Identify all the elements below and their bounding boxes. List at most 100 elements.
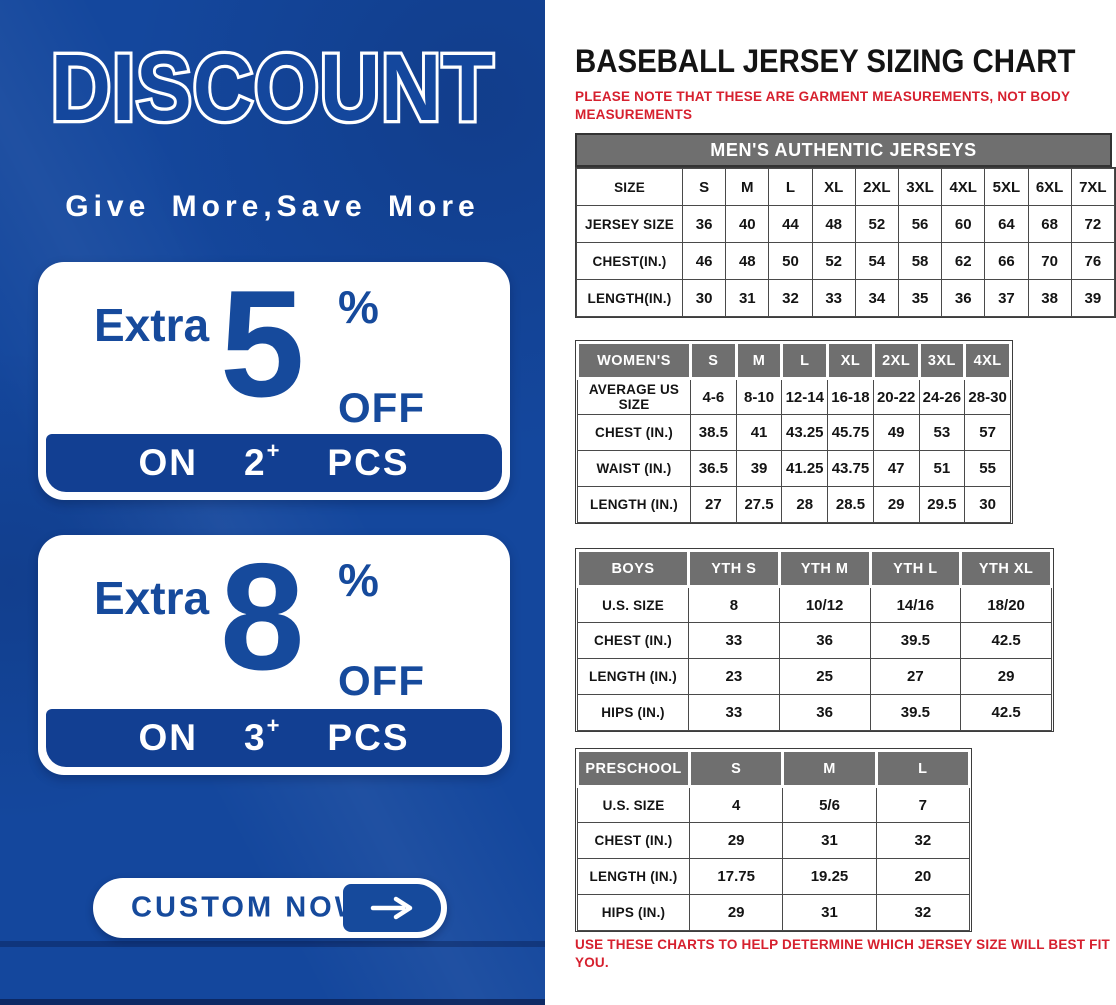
cell-value: 32 — [768, 279, 813, 317]
cell-value: 44 — [768, 205, 813, 243]
table-row: LENGTH (IN.) 27 27.5 28 28.5 29 29.5 30 — [577, 486, 1011, 523]
garment-measurements-note: PLEASE NOTE THAT THESE ARE GARMENT MEASU… — [575, 89, 1070, 123]
cell-value: 68 — [1027, 205, 1072, 243]
womens-table: WOMEN'S S M L XL 2XL 3XL 4XL AVERAGE US SIZE 4-6 8… — [576, 341, 1012, 523]
table-title-cell: WOMEN'S — [576, 341, 692, 380]
size-column-header: S — [689, 341, 738, 380]
row-label: CHEST (IN.) — [577, 414, 691, 451]
cell-value: 46 — [681, 242, 727, 280]
cell-value: 28 — [781, 486, 829, 523]
table-row: U.S. SIZE 4 5/6 7 — [577, 786, 971, 823]
table-title-cell: BOYS — [576, 549, 690, 588]
cell-value: 31 — [782, 822, 877, 859]
preschool-sizing-table: PRESCHOOL S M L U.S. SIZE 4 5/6 7 CHEST (IN.) 29 3… — [575, 748, 972, 932]
size-column-header: L — [874, 749, 972, 788]
cell-value: 27.5 — [735, 486, 783, 523]
size-column-header: YTH XL — [959, 549, 1053, 588]
cell-value: 66 — [984, 242, 1029, 280]
row-label: CHEST (IN.) — [577, 622, 689, 659]
table-header-row: WOMEN'S S M L XL 2XL 3XL 4XL — [576, 341, 1012, 380]
cell-value: 5/6 — [782, 786, 877, 823]
best-fit-note: USE THESE CHARTS TO HELP DETERMINE WHICH… — [575, 937, 1111, 971]
cell-value: 52 — [854, 205, 899, 243]
table-row: WAIST (IN.) 36.5 39 41.25 43.75 47 51 55 — [577, 450, 1011, 487]
offer-prefix: Extra — [94, 299, 210, 351]
cell-value: 3XL — [897, 168, 943, 206]
pcs-label: PCS — [327, 442, 410, 483]
table-row: CHEST (IN.) 29 31 32 — [577, 822, 971, 859]
cell-value: 48 — [811, 205, 856, 243]
percent-sign: % — [338, 281, 379, 333]
offer-amount: 8 — [220, 532, 305, 702]
row-label: HIPS (IN.) — [577, 894, 690, 931]
mens-table-banner: MEN'S AUTHENTIC JERSEYS — [575, 133, 1112, 167]
offer-percent-off: % OFF — [338, 280, 425, 432]
cell-value: 30 — [964, 486, 1011, 523]
row-label: U.S. SIZE — [577, 786, 690, 823]
cell-value: 37 — [984, 279, 1029, 317]
cell-value: 33 — [688, 622, 780, 659]
cell-value: 42.5 — [960, 622, 1052, 659]
row-label: CHEST(IN.) — [576, 242, 683, 280]
row-label: LENGTH(IN.) — [576, 279, 683, 317]
cell-value: 36 — [778, 622, 871, 659]
table-row: U.S. SIZE 8 10/12 14/16 18/20 — [577, 586, 1052, 623]
cell-value: S — [681, 168, 727, 206]
offer-condition-bar: ON 2+ PCS — [46, 434, 502, 492]
size-column-header: YTH S — [687, 549, 781, 588]
cell-value: 19.25 — [782, 858, 877, 895]
mens-sizing-table: SIZE S M L XL 2XL 3XL 4XL 5XL 6XL 7XL JERSEY SIZE 36… — [575, 167, 1116, 318]
quantity-label: 2+ — [243, 438, 282, 483]
cell-value: 36.5 — [690, 450, 737, 487]
plus-sign: + — [266, 713, 282, 738]
page-title: BASEBALL JERSEY SIZING CHART — [575, 44, 1076, 80]
cell-value: 43.25 — [781, 414, 829, 451]
cell-value: L — [768, 168, 813, 206]
cell-value: 39.5 — [869, 694, 962, 731]
cell-value: 7 — [875, 786, 971, 823]
cell-value: 29 — [872, 486, 920, 523]
custom-now-button[interactable]: CUSTOM NOW — [93, 878, 447, 938]
cell-value: 42.5 — [960, 694, 1052, 731]
cell-value: 27 — [690, 486, 737, 523]
table-header-row: BOYS YTH S YTH M YTH L YTH XL — [576, 549, 1053, 588]
cell-value: XL — [811, 168, 856, 206]
cell-value: 8-10 — [735, 378, 783, 415]
cell-value: 29 — [960, 658, 1052, 695]
custom-now-label: CUSTOM NOW — [131, 891, 366, 924]
cell-value: 62 — [941, 242, 986, 280]
womens-sizing-table: WOMEN'S S M L XL 2XL 3XL 4XL AVERAGE US SIZE 4-6 8… — [575, 340, 1013, 524]
cell-value: 20-22 — [872, 378, 920, 415]
cell-value: M — [725, 168, 770, 206]
row-label: SIZE — [576, 168, 683, 206]
cell-value: 29 — [688, 894, 784, 931]
table-row: HIPS (IN.) 33 36 39.5 42.5 — [577, 694, 1052, 731]
row-label: WAIST (IN.) — [577, 450, 691, 487]
table-row: HIPS (IN.) 29 31 32 — [577, 894, 971, 931]
table-row: CHEST (IN.) 38.5 41 43.25 45.75 49 53 57 — [577, 414, 1011, 451]
cell-value: 52 — [811, 242, 856, 280]
boys-sizing-table: BOYS YTH S YTH M YTH L YTH XL U.S. SIZE 8 10/12… — [575, 548, 1054, 732]
cell-value: 4XL — [941, 168, 986, 206]
cell-value: 24-26 — [918, 378, 966, 415]
cell-value: 64 — [984, 205, 1029, 243]
cell-value: 39 — [735, 450, 783, 487]
cell-value: 7XL — [1070, 168, 1116, 206]
row-label: HIPS (IN.) — [577, 694, 689, 731]
cell-value: 41 — [735, 414, 783, 451]
percent-sign: % — [338, 554, 379, 606]
row-label: CHEST (IN.) — [577, 822, 690, 859]
cell-value: 38 — [1027, 279, 1072, 317]
cell-value: 36 — [778, 694, 871, 731]
cell-value: 17.75 — [688, 858, 784, 895]
cell-value: 57 — [964, 414, 1011, 451]
cell-value: 29 — [688, 822, 784, 859]
row-label: AVERAGE US SIZE — [577, 378, 691, 415]
cell-value: 6XL — [1027, 168, 1072, 206]
cell-value: 49 — [872, 414, 920, 451]
row-label: JERSEY SIZE — [576, 205, 683, 243]
cell-value: 76 — [1070, 242, 1116, 280]
table-row: SIZE S M L XL 2XL 3XL 4XL 5XL 6XL 7XL — [576, 168, 1116, 206]
size-column-header: M — [734, 341, 784, 380]
row-label: LENGTH (IN.) — [577, 658, 689, 695]
